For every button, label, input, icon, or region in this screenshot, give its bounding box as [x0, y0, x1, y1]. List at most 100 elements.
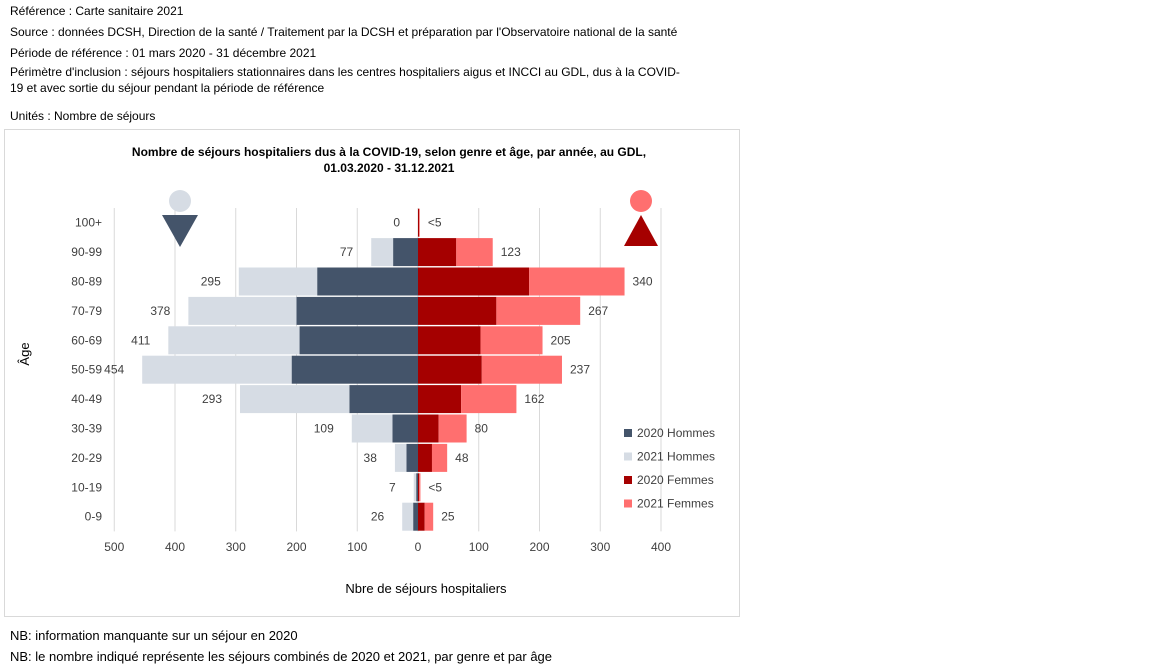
x-axis-label: Nbre de séjours hospitaliers [345, 581, 507, 596]
bar-2020-hommes [299, 326, 418, 355]
chart-title-line-1: Nombre de séjours hospitaliers dus à la … [132, 145, 646, 159]
bar-2020-hommes [416, 473, 418, 502]
bar-2021-hommes [402, 502, 414, 531]
data-label-femmes: 162 [524, 392, 544, 406]
legend-label: 2021 Femmes [637, 497, 714, 511]
period-line: Période de référence : 01 mars 2020 - 31… [10, 46, 317, 60]
x-tick-label: 200 [529, 540, 549, 554]
data-label-hommes: 411 [131, 333, 150, 347]
bar-2021-femmes [419, 208, 420, 237]
bar-2020-hommes [317, 267, 418, 296]
bar-2021-hommes [351, 414, 393, 443]
y-tick-label: 80-89 [71, 275, 102, 289]
data-label-femmes: 123 [501, 245, 521, 259]
y-tick-label: 30-39 [71, 422, 102, 436]
bar-2020-femmes [418, 473, 420, 502]
perimeter-line-2: 19 et avec sortie du séjour pendant la p… [10, 81, 325, 95]
data-label-hommes: 109 [314, 422, 334, 436]
bar-2021-hommes [413, 473, 417, 502]
bar-2020-femmes [418, 296, 497, 325]
male-icon-head [169, 190, 191, 212]
bar-2020-femmes [418, 355, 482, 384]
x-tick-label: 500 [104, 540, 124, 554]
bar-2020-hommes [393, 238, 418, 267]
bar-2021-femmes [438, 414, 467, 443]
x-tick-label: 300 [590, 540, 610, 554]
x-tick-label: 100 [469, 540, 489, 554]
data-label-femmes: 340 [633, 275, 653, 289]
bar-2020-femmes [418, 385, 462, 414]
data-label-hommes: 26 [371, 510, 385, 524]
data-label-femmes: 48 [455, 451, 469, 465]
legend-swatch [624, 476, 632, 484]
data-label-femmes: 80 [475, 422, 489, 436]
y-tick-label: 50-59 [71, 363, 102, 377]
bar-2021-femmes [529, 267, 625, 296]
y-tick-label: 90-99 [71, 245, 102, 259]
data-label-hommes: 7 [389, 480, 396, 494]
bar-2021-femmes [424, 502, 434, 531]
bar-2021-hommes [142, 355, 292, 384]
bar-2020-femmes [418, 267, 530, 296]
x-tick-label: 400 [651, 540, 671, 554]
female-icon-head [630, 190, 652, 212]
legend-label: 2020 Femmes [637, 473, 714, 487]
data-label-hommes: 295 [201, 275, 221, 289]
reference-line: Référence : Carte sanitaire 2021 [10, 4, 184, 18]
x-tick-label: 0 [415, 540, 422, 554]
bar-2020-hommes [392, 414, 418, 443]
data-label-femmes: 237 [570, 363, 590, 377]
data-label-hommes: 0 [393, 216, 400, 230]
y-tick-label: 20-29 [71, 451, 102, 465]
y-axis-label: Âge [17, 342, 32, 365]
bar-2021-femmes [431, 443, 448, 472]
bars [142, 208, 625, 531]
data-label-femmes: <5 [428, 480, 442, 494]
perimeter-line-1: Périmètre d'inclusion : séjours hospital… [10, 65, 680, 79]
y-tick-label: 10-19 [71, 480, 102, 494]
bar-2020-hommes [413, 502, 418, 531]
bar-2021-femmes [456, 238, 493, 267]
x-axis-tick-labels: 500 400 300 200 100 0 100 200 300 400 [104, 540, 671, 554]
population-pyramid-chart: Nombre de séjours hospitaliers dus à la … [17, 145, 715, 596]
bar-2021-femmes [481, 355, 562, 384]
male-symbol-icon [162, 190, 198, 247]
bar-2021-femmes [496, 296, 581, 325]
x-tick-label: 200 [286, 540, 306, 554]
y-tick-label: 70-79 [71, 304, 102, 318]
perimeter-text: Périmètre d'inclusion : séjours hospital… [10, 64, 710, 96]
bar-2021-hommes [371, 238, 394, 267]
x-tick-label: 300 [226, 540, 246, 554]
bar-2020-femmes [418, 443, 432, 472]
data-label-femmes: 267 [588, 304, 608, 318]
chart-frame: Nombre de séjours hospitaliers dus à la … [4, 129, 740, 617]
legend-label: 2021 Hommes [637, 450, 715, 464]
x-tick-label: 400 [165, 540, 185, 554]
bar-2020-femmes [418, 414, 439, 443]
bar-2020-femmes [418, 208, 420, 237]
bar-2020-hommes [349, 385, 418, 414]
bar-2020-femmes [418, 502, 425, 531]
bar-2021-femmes [461, 385, 517, 414]
bar-2020-hommes [406, 443, 418, 472]
data-label-hommes: 77 [340, 245, 354, 259]
units-line: Unités : Nombre de séjours [10, 109, 156, 123]
y-tick-label: 100+ [75, 216, 102, 230]
bar-2020-hommes [296, 296, 418, 325]
bar-2021-hommes [238, 267, 318, 296]
y-axis-tick-labels: 100+ 90-99 80-89 70-79 60-69 50-59 40-49 30-39 2… [71, 216, 102, 524]
y-tick-label: 0-9 [85, 510, 103, 524]
bar-2021-hommes [168, 326, 300, 355]
data-label-hommes: 293 [202, 392, 222, 406]
bar-2021-hommes [188, 296, 297, 325]
legend-swatch [624, 429, 632, 437]
legend: 2020 Hommes 2021 Hommes 2020 Femmes 2021 Fe… [624, 426, 715, 511]
bar-2020-femmes [418, 326, 481, 355]
legend-label: 2020 Hommes [637, 426, 715, 440]
bar-2021-hommes [394, 443, 407, 472]
x-tick-label: 100 [347, 540, 367, 554]
source-line: Source : données DCSH, Direction de la s… [10, 25, 678, 39]
note-combined-counts: NB: le nombre indiqué représente les séj… [10, 649, 553, 664]
male-icon-triangle [162, 215, 198, 247]
